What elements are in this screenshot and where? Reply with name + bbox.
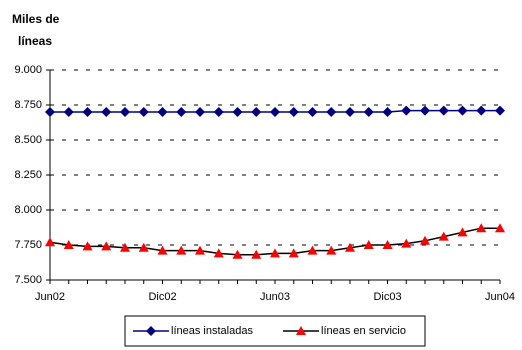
legend-box: [124, 315, 426, 347]
data-point: [438, 105, 449, 116]
data-point: [270, 107, 280, 117]
data-point: [307, 107, 318, 117]
data-point: [195, 245, 205, 255]
y-tick-label: 8.750: [14, 99, 42, 111]
data-point: [232, 249, 243, 259]
data-point: [476, 105, 487, 116]
data-point: [251, 107, 262, 117]
data-point: [213, 248, 224, 258]
x-tick-label: Jun02: [35, 291, 65, 303]
legend-marker: [146, 326, 156, 336]
data-point: [138, 107, 149, 117]
chart-title: Miles de: [12, 12, 60, 26]
legend-label: líneas instaladas: [171, 325, 253, 337]
data-point: [326, 107, 337, 117]
data-point: [382, 107, 393, 117]
data-point: [420, 105, 430, 116]
data-point: [288, 107, 299, 117]
x-tick-label: Dic03: [373, 291, 401, 303]
data-point: [476, 223, 487, 233]
data-point: [438, 231, 449, 241]
data-point: [345, 242, 355, 252]
data-point: [63, 107, 74, 117]
data-point: [101, 241, 112, 251]
data-point: [120, 242, 130, 252]
data-point: [213, 107, 224, 117]
y-tick-label: 7.750: [14, 239, 42, 251]
data-point: [45, 107, 55, 117]
data-point: [270, 248, 280, 258]
x-tick-label: Dic02: [148, 291, 176, 303]
data-point: [363, 107, 374, 117]
data-point: [345, 107, 355, 117]
data-point: [457, 227, 468, 237]
data-point: [232, 107, 243, 117]
data-point: [82, 107, 93, 117]
legend-marker: [296, 326, 306, 335]
data-point: [101, 107, 112, 117]
data-point: [45, 237, 55, 247]
data-point: [157, 245, 168, 255]
data-point: [382, 240, 393, 249]
chart-title: líneas: [18, 34, 52, 48]
data-point: [457, 105, 468, 116]
data-point: [195, 107, 205, 117]
data-point: [176, 107, 187, 117]
y-tick-label: 8.000: [14, 204, 42, 216]
data-point: [288, 248, 299, 258]
y-tick-label: 7.500: [14, 274, 42, 286]
data-point: [495, 105, 505, 116]
data-point: [138, 242, 149, 252]
data-point: [63, 240, 74, 249]
data-point: [157, 107, 168, 117]
x-tick-label: Jun03: [260, 291, 290, 303]
data-point: [401, 105, 412, 116]
data-point: [363, 240, 374, 249]
data-point: [495, 223, 505, 233]
y-tick-label: 8.500: [14, 134, 42, 146]
data-point: [251, 249, 262, 259]
data-point: [82, 241, 93, 251]
data-point: [176, 245, 187, 255]
data-point: [401, 238, 412, 248]
x-tick-label: Jun04: [485, 291, 515, 303]
data-point: [420, 235, 430, 245]
data-point: [307, 245, 318, 255]
y-tick-label: 8.250: [14, 169, 42, 181]
legend-label: líneas en servicio: [321, 325, 406, 337]
data-point: [120, 107, 130, 117]
y-tick-label: 9.000: [14, 64, 42, 76]
data-point: [326, 245, 337, 255]
